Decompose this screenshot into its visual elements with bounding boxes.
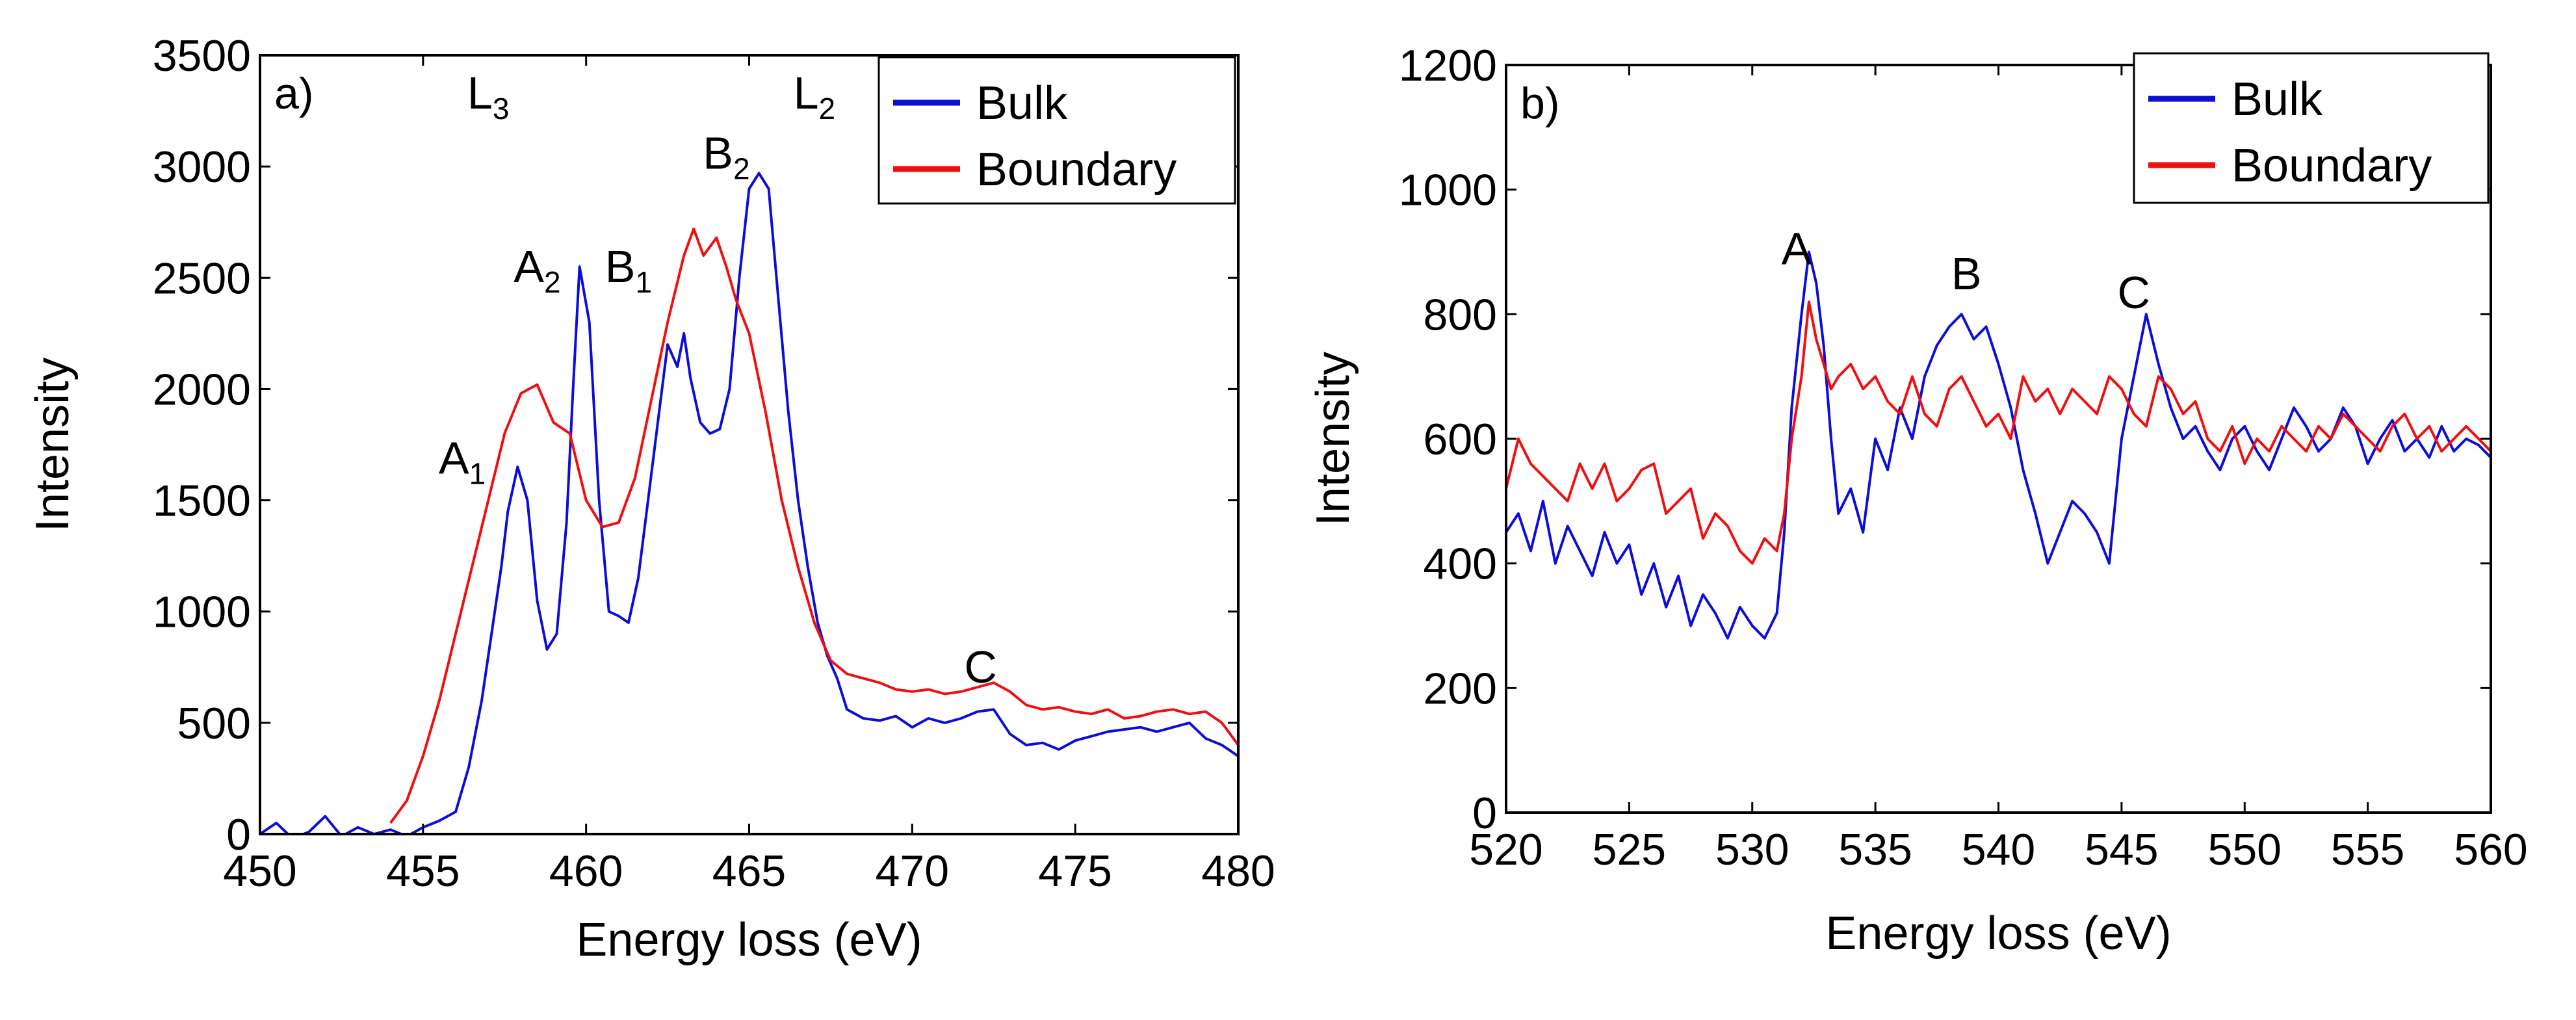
x-tick-label: 520 xyxy=(1469,825,1542,874)
legend-label-bulk: Bulk xyxy=(2231,73,2323,125)
panel-label: b) xyxy=(1520,79,1559,128)
y-tick-label: 2000 xyxy=(153,365,251,414)
x-tick-label: 535 xyxy=(1838,825,1912,874)
x-tick-label: 460 xyxy=(549,846,623,896)
peak-label-c: C xyxy=(2118,267,2151,318)
peak-label-a2: A2 xyxy=(514,241,560,299)
x-tick-label: 525 xyxy=(1593,825,1666,874)
series-line-boundary xyxy=(1506,300,2491,565)
y-tick-label: 0 xyxy=(1472,789,1497,838)
x-tick-label: 555 xyxy=(2331,825,2404,874)
peak-label-c: C xyxy=(964,642,997,692)
y-tick-label: 200 xyxy=(1424,664,1497,713)
x-tick-label: 475 xyxy=(1038,846,1112,896)
legend: Bulk Boundary xyxy=(878,56,1236,205)
legend-label-boundary: Boundary xyxy=(2231,140,2432,192)
peak-label-b1: B1 xyxy=(605,241,652,299)
x-tick-label: 545 xyxy=(2085,825,2158,874)
legend: Bulk Boundary xyxy=(2133,52,2490,204)
x-tick-label: 540 xyxy=(1962,825,2035,874)
y-axis-label: Intensity xyxy=(27,358,79,532)
y-axis-label: Intensity xyxy=(1307,352,1359,526)
x-tick-label: 450 xyxy=(223,846,296,896)
y-tick-label: 800 xyxy=(1424,290,1497,339)
legend-label-boundary: Boundary xyxy=(976,144,1177,196)
legend-label-bulk: Bulk xyxy=(976,77,1068,129)
panel-a: 450 455 460 465 470 475 480 0 500 1000 1500 2000 250… xyxy=(27,31,1275,966)
plot-area xyxy=(1506,250,2491,640)
peak-label-b2: B2 xyxy=(703,128,749,186)
x-tick-label: 465 xyxy=(712,846,786,896)
x-tick-label: 470 xyxy=(876,846,949,896)
y-tick-label: 0 xyxy=(226,810,251,859)
panel-label: a) xyxy=(274,69,313,118)
plot-area xyxy=(260,172,1238,834)
peak-label-a: A xyxy=(1782,224,1812,274)
y-tick-label: 1000 xyxy=(153,588,251,637)
x-tick-label: 550 xyxy=(2208,825,2282,874)
x-tick-label: 455 xyxy=(386,846,460,896)
x-tick-label: 480 xyxy=(1201,846,1275,896)
x-axis-label: Energy loss (eV) xyxy=(576,914,922,966)
y-tick-label: 3500 xyxy=(153,31,251,81)
peak-label-a1: A1 xyxy=(439,432,486,490)
x-tick-label: 560 xyxy=(2454,825,2527,874)
y-tick-label: 1500 xyxy=(153,477,251,526)
peak-label-l3: L3 xyxy=(467,68,510,125)
series-line-bulk xyxy=(260,172,1238,834)
y-tick-label: 600 xyxy=(1424,415,1497,464)
series-line-boundary xyxy=(389,228,1238,824)
y-tick-label: 400 xyxy=(1424,540,1497,589)
y-tick-label: 1000 xyxy=(1399,166,1497,215)
legend-box xyxy=(2133,52,2490,204)
peak-label-l2: L2 xyxy=(794,68,836,125)
y-tick-label: 500 xyxy=(177,699,251,748)
series-line-bulk xyxy=(1506,250,2491,640)
legend-box xyxy=(878,56,1236,205)
y-tick-label: 1200 xyxy=(1399,41,1497,90)
panel-b: 520 525 530 535 540 545 550 555 560 0 200 400 600 800… xyxy=(1307,41,2528,960)
y-tick-label: 2500 xyxy=(153,254,251,303)
x-tick-label: 530 xyxy=(1715,825,1789,874)
y-tick-label: 3000 xyxy=(153,142,251,192)
peak-label-b: B xyxy=(1951,248,1982,299)
x-axis-label: Energy loss (eV) xyxy=(1825,908,2171,960)
